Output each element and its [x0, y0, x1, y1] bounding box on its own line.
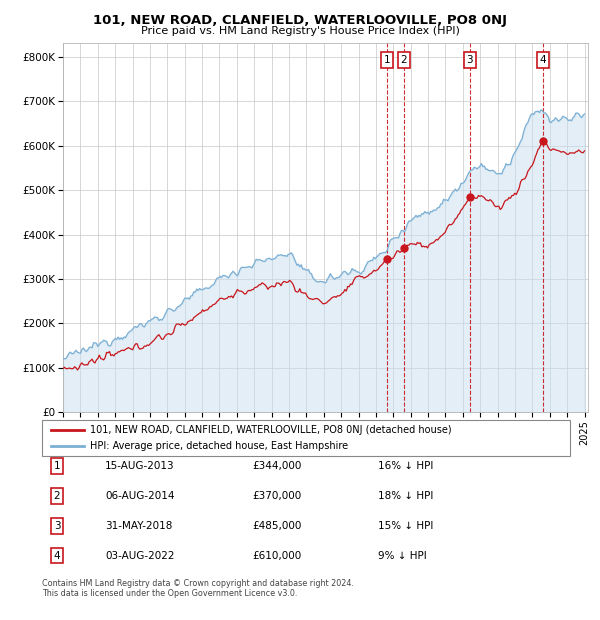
- Text: Contains HM Land Registry data © Crown copyright and database right 2024.: Contains HM Land Registry data © Crown c…: [42, 578, 354, 588]
- Text: 15% ↓ HPI: 15% ↓ HPI: [378, 521, 433, 531]
- Text: 06-AUG-2014: 06-AUG-2014: [105, 491, 175, 501]
- Text: 1: 1: [53, 461, 61, 471]
- Text: £344,000: £344,000: [252, 461, 301, 471]
- Text: 2: 2: [53, 491, 61, 501]
- Text: Price paid vs. HM Land Registry's House Price Index (HPI): Price paid vs. HM Land Registry's House …: [140, 26, 460, 36]
- Text: 15-AUG-2013: 15-AUG-2013: [105, 461, 175, 471]
- Text: £610,000: £610,000: [252, 551, 301, 560]
- Text: 31-MAY-2018: 31-MAY-2018: [105, 521, 172, 531]
- Text: 2: 2: [400, 55, 407, 65]
- Text: 4: 4: [53, 551, 61, 560]
- Text: 3: 3: [53, 521, 61, 531]
- Text: 1: 1: [383, 55, 390, 65]
- Text: 9% ↓ HPI: 9% ↓ HPI: [378, 551, 427, 560]
- Text: 4: 4: [539, 55, 546, 65]
- Text: HPI: Average price, detached house, East Hampshire: HPI: Average price, detached house, East…: [90, 441, 348, 451]
- Text: 03-AUG-2022: 03-AUG-2022: [105, 551, 175, 560]
- Text: 18% ↓ HPI: 18% ↓ HPI: [378, 491, 433, 501]
- Text: This data is licensed under the Open Government Licence v3.0.: This data is licensed under the Open Gov…: [42, 589, 298, 598]
- Text: 16% ↓ HPI: 16% ↓ HPI: [378, 461, 433, 471]
- Text: 3: 3: [467, 55, 473, 65]
- Text: £485,000: £485,000: [252, 521, 301, 531]
- Text: £370,000: £370,000: [252, 491, 301, 501]
- Text: 101, NEW ROAD, CLANFIELD, WATERLOOVILLE, PO8 0NJ: 101, NEW ROAD, CLANFIELD, WATERLOOVILLE,…: [93, 14, 507, 27]
- Text: 101, NEW ROAD, CLANFIELD, WATERLOOVILLE, PO8 0NJ (detached house): 101, NEW ROAD, CLANFIELD, WATERLOOVILLE,…: [90, 425, 452, 435]
